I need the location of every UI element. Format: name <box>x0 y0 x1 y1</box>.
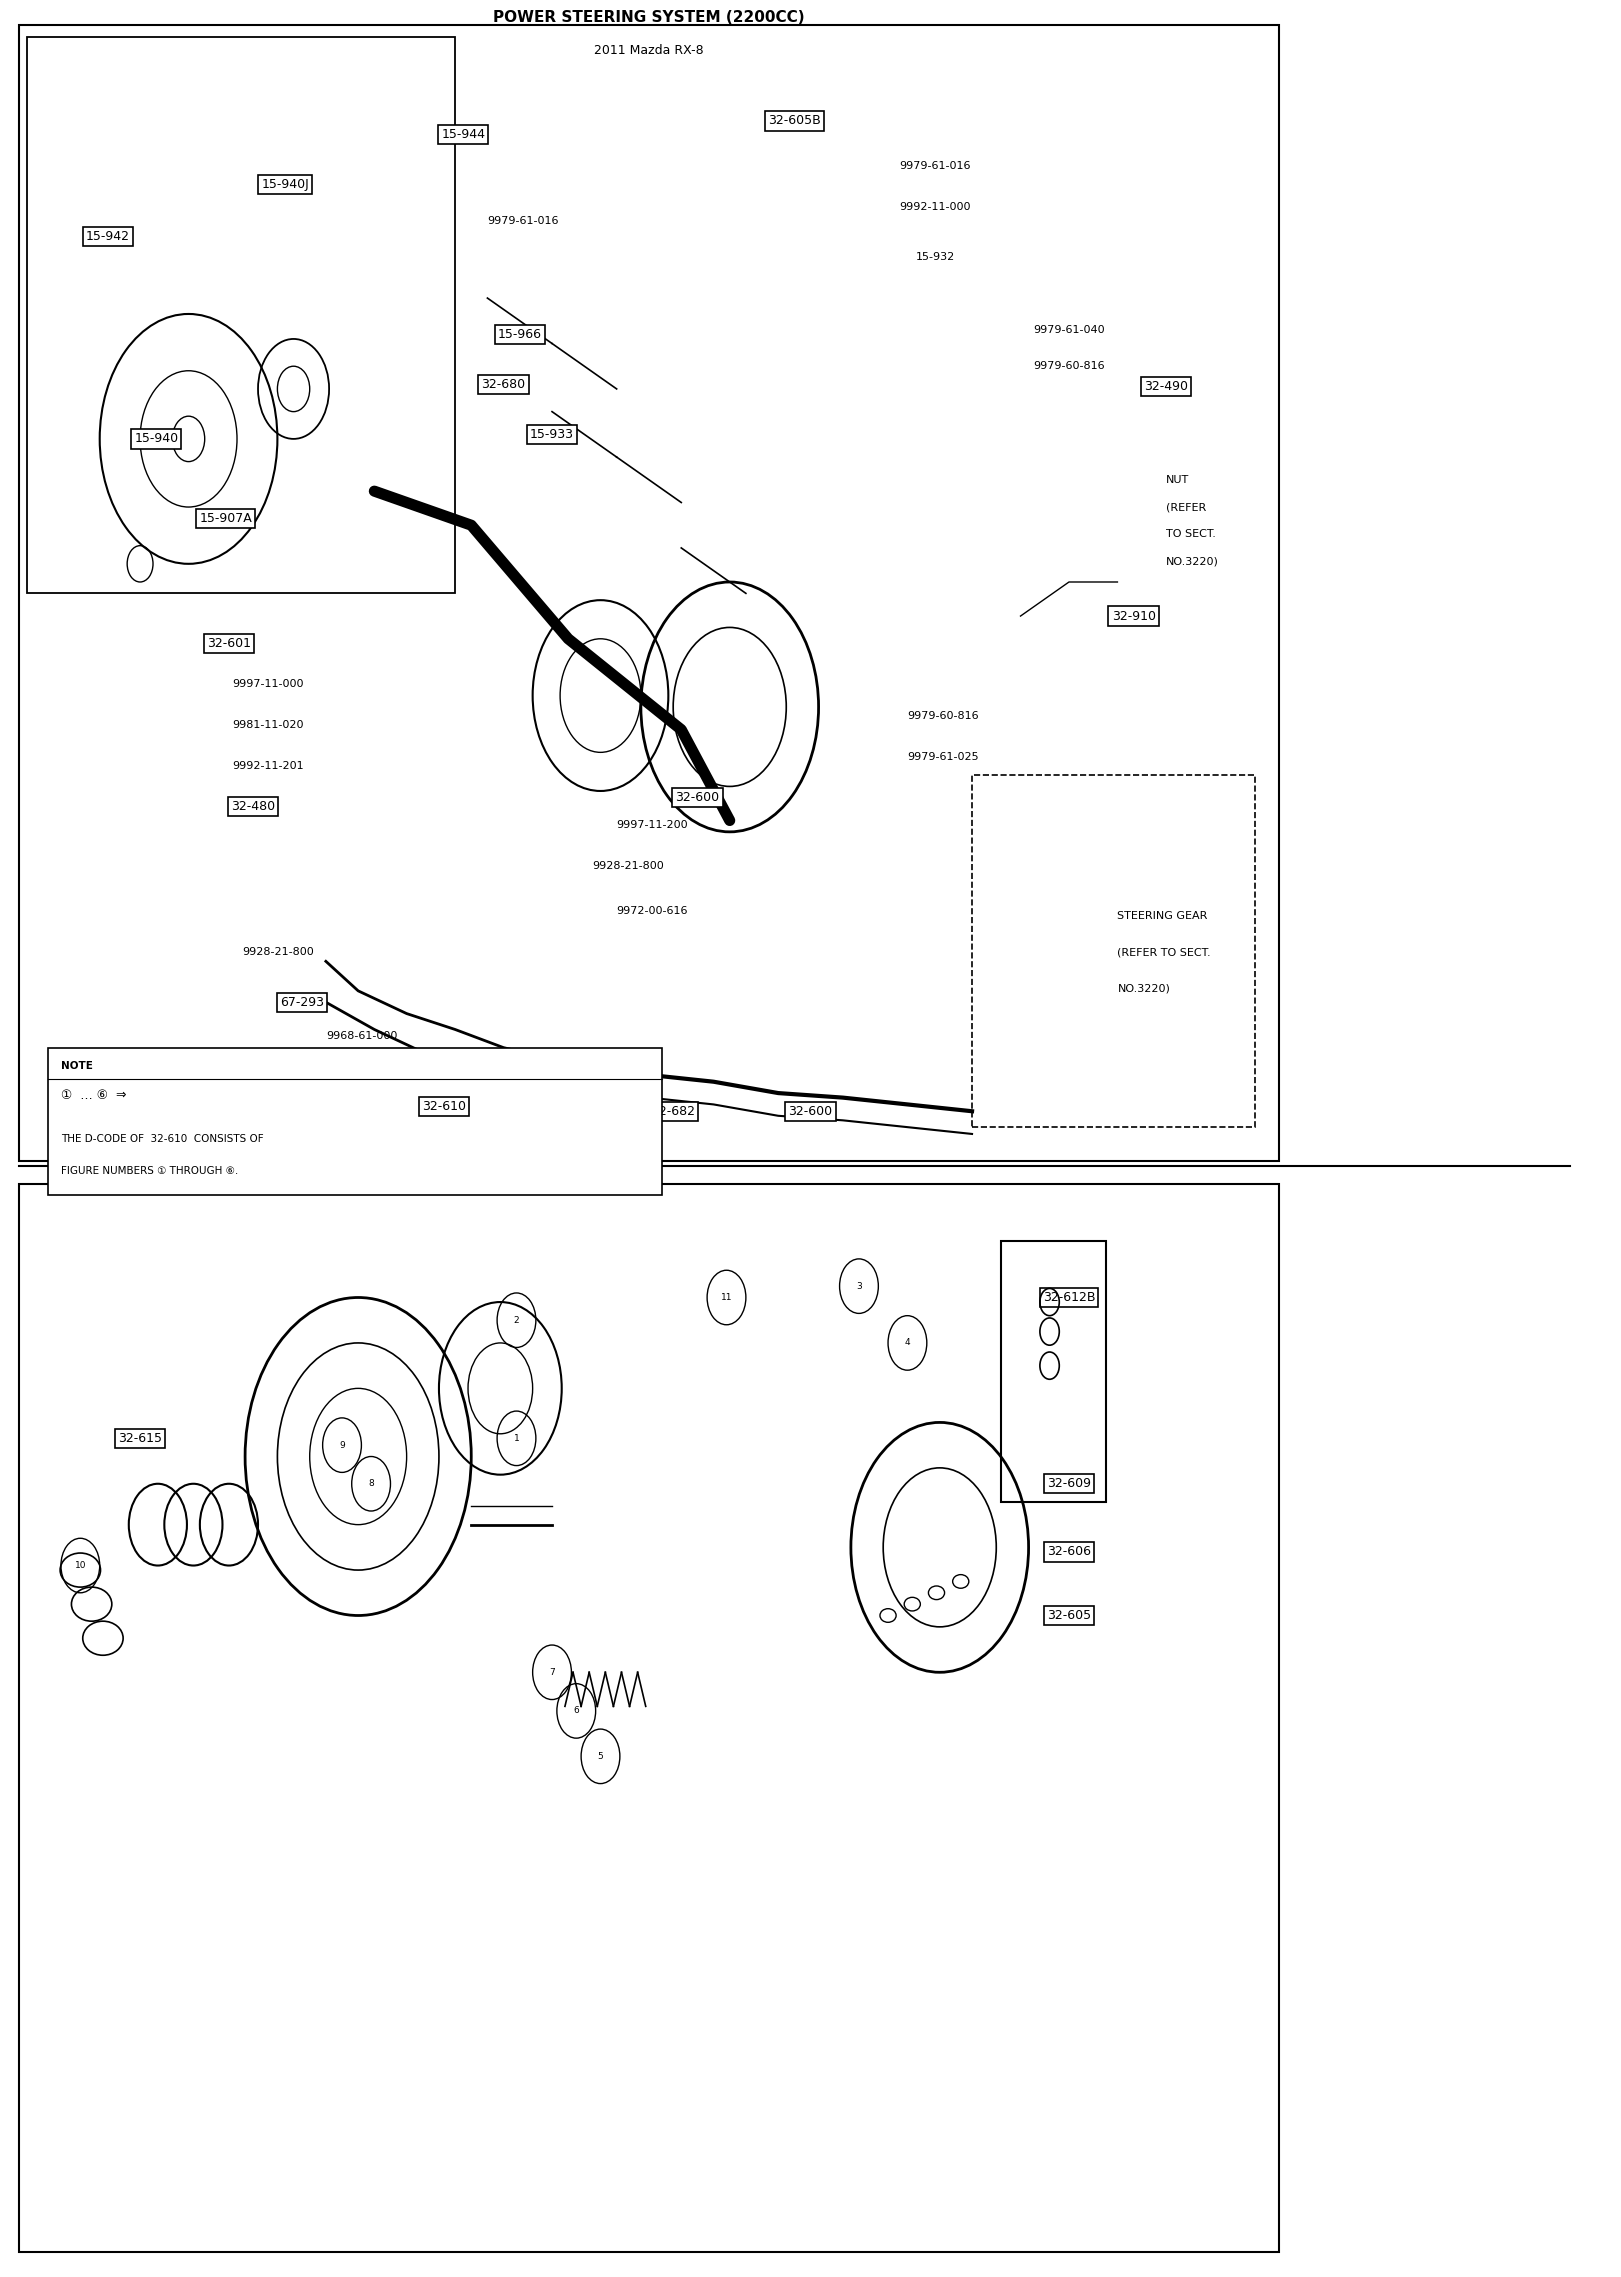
Text: 15-933: 15-933 <box>530 428 574 442</box>
Text: 32-605: 32-605 <box>1047 1610 1091 1621</box>
Text: 9979-60-816: 9979-60-816 <box>908 710 979 722</box>
Text: 15-944: 15-944 <box>441 128 485 141</box>
Text: 9928-21-800: 9928-21-800 <box>326 1072 397 1082</box>
Text: 15-932: 15-932 <box>916 253 955 262</box>
Text: 6: 6 <box>574 1705 579 1715</box>
FancyBboxPatch shape <box>19 1184 1279 2252</box>
Text: 2: 2 <box>514 1316 519 1325</box>
Text: 15-940: 15-940 <box>135 433 178 446</box>
Text: NUT: NUT <box>1165 476 1190 485</box>
Text: 9979-60-816: 9979-60-816 <box>1034 362 1106 371</box>
Text: 9928-21-800: 9928-21-800 <box>592 861 665 870</box>
Text: 7: 7 <box>550 1667 554 1676</box>
Text: 9997-11-000: 9997-11-000 <box>232 679 303 690</box>
Text: THE D-CODE OF  32-610  CONSISTS OF: THE D-CODE OF 32-610 CONSISTS OF <box>62 1134 264 1143</box>
FancyBboxPatch shape <box>49 1047 661 1195</box>
Text: 15-907A: 15-907A <box>199 512 253 526</box>
Text: 9997-11-200: 9997-11-200 <box>616 820 689 831</box>
Text: 9928-21-800: 9928-21-800 <box>242 947 313 956</box>
Text: (REFER: (REFER <box>1165 501 1206 512</box>
Text: (REFER TO SECT.: (REFER TO SECT. <box>1117 947 1211 956</box>
Text: 32-601: 32-601 <box>207 638 251 649</box>
Text: 32-680: 32-680 <box>481 378 525 392</box>
Text: 15-966: 15-966 <box>498 328 541 342</box>
Text: 32-910: 32-910 <box>1112 610 1156 622</box>
Text: 10: 10 <box>75 1562 86 1571</box>
Text: FIGURE NUMBERS ① THROUGH ⑥.: FIGURE NUMBERS ① THROUGH ⑥. <box>62 1166 238 1175</box>
Text: 9979-61-025: 9979-61-025 <box>908 751 979 763</box>
Text: 9979-61-016: 9979-61-016 <box>900 162 971 171</box>
FancyBboxPatch shape <box>28 36 456 594</box>
Text: NO.3220): NO.3220) <box>1117 984 1170 993</box>
Text: 4: 4 <box>905 1339 911 1348</box>
Text: 15-942: 15-942 <box>86 230 130 244</box>
Text: 67-293: 67-293 <box>280 995 324 1009</box>
Text: 8: 8 <box>368 1480 374 1489</box>
Text: 32-612B: 32-612B <box>1042 1291 1096 1305</box>
Text: 9: 9 <box>339 1441 345 1450</box>
Text: STEERING GEAR: STEERING GEAR <box>1117 911 1208 920</box>
Text: 32-490: 32-490 <box>1144 380 1188 394</box>
Text: 9968-61-000: 9968-61-000 <box>326 1031 397 1041</box>
Text: 3: 3 <box>856 1282 862 1291</box>
Text: 32-682: 32-682 <box>652 1104 695 1118</box>
Text: 32-610: 32-610 <box>421 1100 465 1113</box>
Text: 9992-11-201: 9992-11-201 <box>232 761 303 772</box>
Text: TO SECT.: TO SECT. <box>1165 528 1216 540</box>
Text: 5: 5 <box>598 1751 603 1760</box>
Text: 2011 Mazda RX-8: 2011 Mazda RX-8 <box>595 43 704 57</box>
Text: ①  … ⑥  ⇒: ① … ⑥ ⇒ <box>62 1088 126 1102</box>
Text: 32-480: 32-480 <box>232 802 276 813</box>
Text: 9992-11-000: 9992-11-000 <box>900 203 971 212</box>
Text: 9972-00-616: 9972-00-616 <box>616 906 689 915</box>
Text: 32-600: 32-600 <box>788 1104 833 1118</box>
Text: 32-600: 32-600 <box>676 792 720 804</box>
Text: 32-606: 32-606 <box>1047 1546 1091 1557</box>
Text: 11: 11 <box>721 1293 733 1302</box>
Text: POWER STEERING SYSTEM (2200CC): POWER STEERING SYSTEM (2200CC) <box>493 9 804 25</box>
Text: 32-615: 32-615 <box>118 1432 162 1446</box>
Text: 9981-11-020: 9981-11-020 <box>232 720 303 731</box>
Text: 9979-61-016: 9979-61-016 <box>488 216 559 225</box>
Text: 1: 1 <box>514 1435 519 1444</box>
Text: 32-605B: 32-605B <box>768 114 820 128</box>
FancyBboxPatch shape <box>19 25 1279 1161</box>
Text: 32-609: 32-609 <box>1047 1478 1091 1489</box>
Text: 9979-61-040: 9979-61-040 <box>1034 326 1106 335</box>
Text: 15-940J: 15-940J <box>261 178 310 191</box>
Text: NO.3220): NO.3220) <box>1165 556 1219 567</box>
Text: NOTE: NOTE <box>62 1061 92 1070</box>
